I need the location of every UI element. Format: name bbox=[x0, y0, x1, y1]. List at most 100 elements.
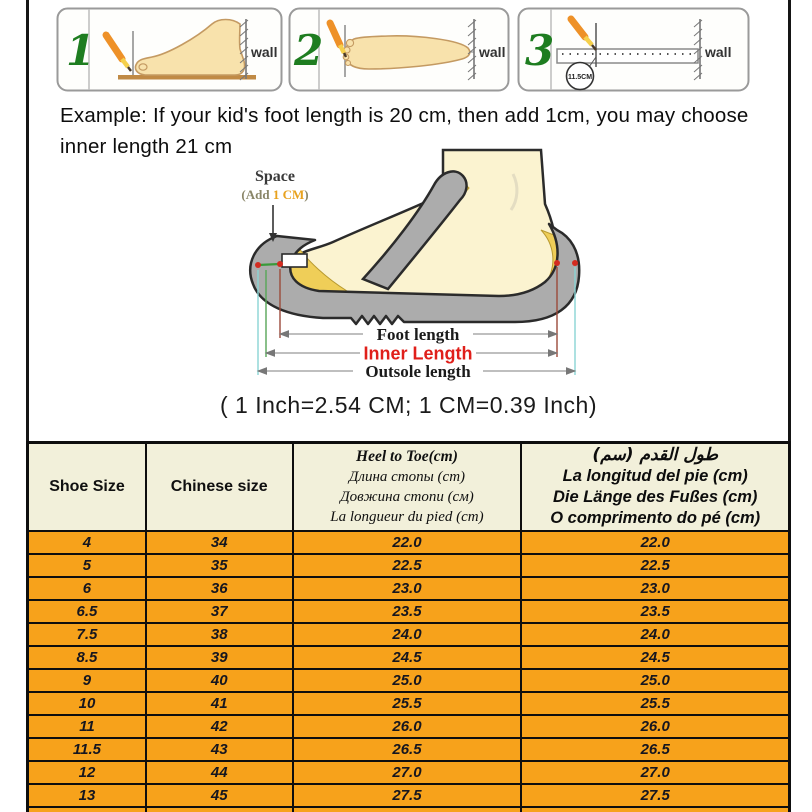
pencil-icon bbox=[102, 31, 132, 72]
measure-step-3-panel: 3 11.5CM wall bbox=[517, 7, 750, 92]
conversion-note: ( 1 Inch=2.54 CM; 1 CM=0.39 Inch) bbox=[219, 392, 597, 418]
wall-hatch bbox=[239, 19, 249, 81]
table-cell: 35 bbox=[144, 552, 294, 578]
outsole-length-label: Outsole length bbox=[365, 362, 471, 381]
table-row: 6 36 23.0 23.0 bbox=[26, 575, 791, 601]
table-cell: 26.5 bbox=[520, 736, 791, 762]
add-value: 1 CM bbox=[273, 187, 304, 202]
column-header-line: Shoe Size bbox=[49, 477, 125, 495]
table-cell bbox=[144, 805, 294, 812]
table-cell: 37 bbox=[144, 598, 294, 624]
space-arrow-head bbox=[269, 233, 277, 242]
table-cell: 4 bbox=[26, 529, 147, 555]
table-cell: 24.0 bbox=[520, 621, 791, 647]
foot-side-illustration bbox=[134, 18, 246, 76]
sole-illustration bbox=[249, 222, 581, 326]
ruler-illustration bbox=[556, 48, 699, 64]
table-cell: 10 bbox=[26, 690, 147, 716]
column-header-line: O comprimento do pé (cm) bbox=[550, 508, 761, 527]
column-header-line: Heel to Toe(cm) bbox=[356, 447, 458, 465]
space-sub-label: (Add 1 CM) bbox=[241, 187, 308, 202]
table-row: 5 35 22.5 22.5 bbox=[26, 552, 791, 578]
column-header: Chinese size bbox=[144, 441, 294, 532]
board-illustration bbox=[118, 75, 256, 80]
column-header-line: Длина стопы (cm) bbox=[348, 468, 466, 485]
wall-label: wall bbox=[704, 44, 731, 60]
table-cell: 11.5 bbox=[26, 736, 147, 762]
ref-dot bbox=[554, 260, 560, 266]
measure-step-1-panel: 1 wall bbox=[56, 7, 283, 92]
table-row: 11 42 26.0 26.0 bbox=[26, 713, 791, 739]
table-row: 8.5 39 24.5 24.5 bbox=[26, 644, 791, 670]
column-header-line: Довжина стопи (см) bbox=[340, 488, 474, 505]
measure-callout-circle bbox=[565, 61, 595, 91]
table-cell: 45 bbox=[144, 782, 294, 808]
column-header-line: طول القدم (سم) bbox=[592, 444, 718, 465]
callout-line bbox=[588, 56, 597, 68]
table-cell: 23.0 bbox=[520, 575, 791, 601]
step-number: 2 bbox=[293, 26, 323, 75]
table-cell: 25.5 bbox=[291, 690, 523, 716]
table-row: 7.5 38 24.0 24.0 bbox=[26, 621, 791, 647]
table-cell: 9 bbox=[26, 667, 147, 693]
table-cell: 11 bbox=[26, 713, 147, 739]
table-cell: 13 bbox=[26, 782, 147, 808]
table-cell: 24.5 bbox=[291, 644, 523, 670]
table-cell: 26.0 bbox=[520, 713, 791, 739]
table-cell: 44 bbox=[144, 759, 294, 785]
measure-value: 11.5CM bbox=[568, 74, 592, 81]
wall-label: wall bbox=[250, 44, 277, 60]
pencil-icon bbox=[326, 19, 348, 58]
table-cell: 6.5 bbox=[26, 598, 147, 624]
ref-dot bbox=[572, 260, 578, 266]
table-cell: 36 bbox=[144, 575, 294, 601]
table-cell: 34 bbox=[144, 529, 294, 555]
table-cell: 22.5 bbox=[520, 552, 791, 578]
table-row: 13 45 27.5 27.5 bbox=[26, 782, 791, 808]
size-table-header-row: Shoe Size Chinese size Heel to Toe(cm) Длин… bbox=[26, 441, 791, 532]
size-table: Shoe Size Chinese size Heel to Toe(cm) Длин… bbox=[26, 441, 791, 812]
toe bbox=[345, 38, 355, 48]
table-cell: 27.0 bbox=[291, 759, 523, 785]
table-cell: 27.5 bbox=[520, 782, 791, 808]
table-cell bbox=[520, 805, 791, 812]
table-cell: 24.5 bbox=[520, 644, 791, 670]
wall-hatch bbox=[693, 19, 703, 81]
column-header-line: La longitud del pie (cm) bbox=[562, 466, 748, 485]
column-header-line: Die Länge des Fußes (cm) bbox=[552, 487, 758, 506]
pencil-icon bbox=[567, 15, 597, 51]
table-cell: 24.0 bbox=[291, 621, 523, 647]
table-cell: 22.0 bbox=[291, 529, 523, 555]
space-gap-line bbox=[257, 262, 281, 267]
space-label: Space bbox=[255, 168, 295, 185]
step-number: 3 bbox=[525, 26, 554, 75]
table-row: 11.5 43 26.5 26.5 bbox=[26, 736, 791, 762]
table-cell: 23.0 bbox=[291, 575, 523, 601]
column-header: طول القدم (سم) La longitud del pie (cm) Di… bbox=[520, 441, 791, 532]
table-cell: 26.5 bbox=[291, 736, 523, 762]
table-cell: 26.0 bbox=[291, 713, 523, 739]
toe bbox=[344, 59, 352, 67]
add-suffix: ) bbox=[304, 187, 308, 202]
strap-illustration bbox=[360, 170, 468, 291]
big-toe bbox=[138, 63, 148, 71]
table-cell: 25.0 bbox=[291, 667, 523, 693]
table-cell bbox=[26, 805, 147, 812]
table-cell: 8.5 bbox=[26, 644, 147, 670]
inner-length-label: Inner Length bbox=[364, 344, 473, 364]
table-cell: 27.5 bbox=[291, 782, 523, 808]
table-row: 9 40 25.0 25.0 bbox=[26, 667, 791, 693]
table-cell: 6 bbox=[26, 575, 147, 601]
table-cell: 27.0 bbox=[520, 759, 791, 785]
wall-label: wall bbox=[478, 44, 505, 60]
column-header-line: La longueur du pied (cm) bbox=[330, 508, 484, 525]
leg-shading bbox=[509, 173, 519, 211]
wall-hatch bbox=[467, 19, 477, 81]
table-cell: 39 bbox=[144, 644, 294, 670]
table-cell: 12 bbox=[26, 759, 147, 785]
table-cell: 40 bbox=[144, 667, 294, 693]
table-cell: 25.5 bbox=[520, 690, 791, 716]
table-cell: 42 bbox=[144, 713, 294, 739]
foot-measure-diagram: Space (Add 1 CM) Foot length Inner Lengt… bbox=[241, 148, 581, 381]
